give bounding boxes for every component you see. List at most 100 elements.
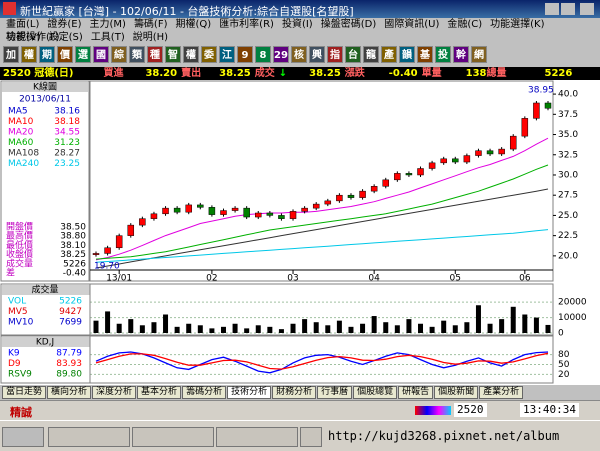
menu-item[interactable]: 證券(E) (47, 19, 82, 30)
tab[interactable]: 基本分析 (137, 386, 182, 399)
tool-button[interactable]: 投 (435, 46, 451, 63)
volume-bar (429, 326, 435, 333)
candle (243, 207, 250, 218)
menu-item[interactable]: 國際資訊(U) (384, 19, 440, 30)
tool-button[interactable]: 價 (57, 46, 73, 63)
minimize[interactable] (545, 3, 559, 15)
tool-button[interactable]: 台 (345, 46, 361, 63)
candle (312, 203, 320, 209)
menu-item[interactable]: 工具(T) (90, 32, 125, 43)
menu-item[interactable]: 操盤密碼(D) (320, 19, 377, 30)
tab[interactable]: 個股新聞 (434, 386, 479, 399)
tool-button[interactable]: 加 (3, 46, 19, 63)
legend-name: MA60 (8, 138, 34, 148)
tool-button[interactable]: 國 (93, 46, 109, 63)
menu-item[interactable]: 投資(I) (281, 19, 313, 30)
panel-border (0, 283, 554, 336)
tool-button[interactable]: 指 (327, 46, 343, 63)
y-tick-label: 22.5 (558, 231, 578, 241)
tool-button[interactable]: 8 (255, 46, 271, 63)
tab[interactable]: 行事曆 (317, 386, 353, 399)
menu-item[interactable]: 檢視(V) (6, 32, 41, 43)
tool-button[interactable]: 產 (381, 46, 397, 63)
legend-name: MA20 (8, 128, 34, 138)
candle (359, 190, 366, 198)
legend-name: VOL (8, 297, 26, 307)
tool-button[interactable]: 幹 (453, 46, 469, 63)
task-button[interactable] (48, 427, 130, 447)
ohlc-value: 38.25 (60, 250, 86, 260)
tab[interactable]: 深度分析 (92, 386, 137, 399)
tool-button[interactable]: 權 (183, 46, 199, 63)
panel-title: 成交量 (31, 284, 58, 296)
task-button[interactable] (132, 427, 214, 447)
task-button[interactable] (300, 427, 322, 447)
tool-button[interactable]: 綜 (111, 46, 127, 63)
tab[interactable]: 財務分析 (272, 386, 317, 399)
tool-button[interactable]: 網 (471, 46, 487, 63)
volume-bar (139, 325, 145, 333)
menu-item[interactable]: 金融(C) (447, 19, 483, 30)
quote-ask-label: 賣出 (181, 68, 202, 79)
tab[interactable]: 產業分析 (479, 386, 524, 399)
menu-item[interactable]: 設定(S) (48, 32, 83, 43)
volume-bar (325, 325, 331, 333)
tool-button[interactable]: 種 (147, 46, 163, 63)
candle (278, 215, 285, 219)
y-tick-label: 27.5 (558, 191, 578, 201)
volume-bar (151, 322, 157, 333)
tool-button[interactable]: 龍 (363, 46, 379, 63)
tab[interactable]: 當日走勢 (2, 386, 47, 399)
menu-item[interactable]: 匯市利率(R) (219, 19, 274, 30)
tool-button[interactable]: 權 (21, 46, 37, 63)
kd-line (95, 352, 549, 370)
tool-button[interactable]: 類 (129, 46, 145, 63)
tool-button[interactable]: 興 (309, 46, 325, 63)
tool-button[interactable]: 29 (273, 46, 289, 63)
legend-panel (0, 80, 90, 282)
tool-button[interactable]: 委 (201, 46, 217, 63)
menu-item[interactable]: 說明(H) (132, 32, 169, 43)
menu-item[interactable]: 籌碼(F) (133, 19, 168, 30)
menu-item[interactable]: 期權(Q) (175, 19, 212, 30)
y-tick-label: 0 (558, 329, 564, 339)
close[interactable] (580, 3, 594, 15)
volume-bar (371, 316, 377, 333)
menu-item[interactable]: 功能操作(F) (6, 32, 60, 43)
start-button[interactable] (2, 427, 44, 447)
toolbar: 加權期價選國綜類種智權委江 9 8 29 核興指台龍產韻基投幹網 (2, 45, 600, 66)
candle (405, 173, 413, 176)
volume-bar (290, 323, 296, 333)
x-tick-label: 13/01 (106, 274, 132, 284)
tab[interactable]: 技術分析 (227, 386, 272, 399)
tool-button[interactable]: 江 (219, 46, 235, 63)
y-tick-label: 32.5 (558, 150, 578, 160)
tool-button[interactable]: 智 (165, 46, 181, 63)
tab[interactable]: 個股總覽 (353, 386, 398, 399)
tool-button[interactable]: 期 (39, 46, 55, 63)
quote-stock: 2520 冠德(日) (3, 68, 74, 79)
candle (104, 247, 111, 254)
tool-button[interactable]: 韻 (399, 46, 415, 63)
quote-trade-label: 成交 (254, 68, 275, 79)
legend-name: RSV9 (8, 370, 32, 380)
x-tick-label: 04 (368, 274, 380, 284)
menu-item[interactable]: 功能選擇(K) (490, 19, 545, 30)
ohlc-value: 38.80 (60, 232, 86, 242)
tool-button[interactable]: 9 (237, 46, 253, 63)
tab-bar: 當日走勢 橫向分析 深度分析 基本分析 籌碼分析 技術分析 財務分析 行事曆 個股總覽 研報告 個股… (2, 386, 600, 399)
menu-item[interactable]: 主力(M) (89, 19, 126, 30)
tool-button[interactable]: 核 (291, 46, 307, 63)
candle (197, 204, 204, 208)
volume-bar (452, 325, 458, 333)
tab[interactable]: 橫向分析 (47, 386, 92, 399)
quote-arrow: ↓ (278, 68, 288, 79)
tab[interactable]: 研報告 (398, 386, 434, 399)
ohlc-value: 38.10 (60, 241, 86, 251)
tool-button[interactable]: 基 (417, 46, 433, 63)
menu-item[interactable]: 畫面(L) (6, 19, 40, 30)
tab[interactable]: 籌碼分析 (182, 386, 227, 399)
maximize[interactable] (561, 3, 575, 15)
tool-button[interactable]: 選 (75, 46, 91, 63)
task-button[interactable] (216, 427, 298, 447)
